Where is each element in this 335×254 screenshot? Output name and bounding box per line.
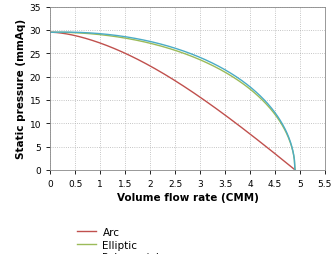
Line: Arc: Arc [50,33,295,170]
Polynomial [225,70,229,73]
Elliptic [146,42,150,45]
Polynomial [78,32,82,35]
Polynomial [62,31,66,35]
Y-axis label: Static pressure (mmAq): Static pressure (mmAq) [15,19,25,159]
Arc [78,36,82,39]
Arc [48,32,52,35]
Elliptic [53,31,57,35]
Polynomial [227,71,231,74]
Arc [227,117,231,120]
X-axis label: Volume flow rate (CMM): Volume flow rate (CMM) [117,192,259,202]
Legend: Arc, Elliptic, Polynomial: Arc, Elliptic, Polynomial [77,227,159,254]
Arc [293,169,297,172]
Polynomial [48,32,52,35]
Polynomial [129,37,133,40]
Elliptic [78,32,82,35]
Line: Polynomial: Polynomial [50,33,295,170]
Polynomial [293,169,297,172]
Elliptic [225,73,229,76]
Arc [50,31,54,35]
Line: Elliptic: Elliptic [50,33,295,170]
Elliptic [129,38,133,41]
Arc [225,116,229,119]
Elliptic [203,61,207,64]
Arc [203,100,207,103]
Elliptic [293,169,297,172]
Arc [146,64,150,67]
Elliptic [48,32,52,35]
Polynomial [146,40,150,43]
Arc [129,55,133,58]
Elliptic [227,74,231,77]
Polynomial [203,59,207,62]
